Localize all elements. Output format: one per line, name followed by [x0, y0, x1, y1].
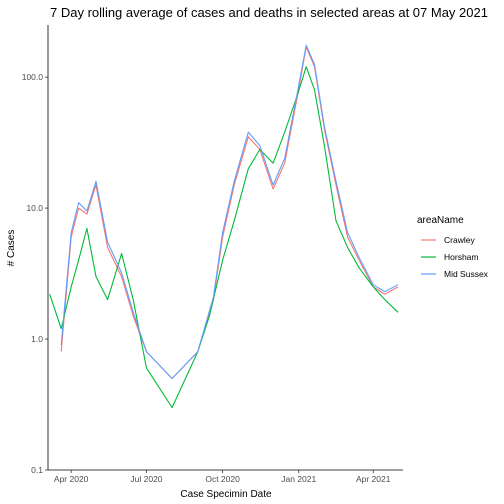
x-tick-label: Jul 2020: [130, 474, 162, 484]
plot-panel: Apr 2020 Jul 2020 Oct 2020 Jan 2021 Apr 2021…: [22, 25, 403, 484]
legend-label-horsham: Horsham: [444, 252, 478, 262]
legend-items: Crawley Horsham Mid Sussex: [421, 235, 489, 279]
series-line-horsham: [49, 66, 399, 409]
series-lines: [49, 44, 399, 409]
x-axis-title: Case Specimin Date: [180, 489, 272, 500]
legend-label-crawley: Crawley: [444, 235, 475, 245]
series-line-crawley: [60, 46, 399, 380]
legend-title: areaName: [417, 215, 464, 226]
y-tick-label: 0.1: [31, 465, 43, 475]
x-tick-label: Jan 2021: [281, 474, 316, 484]
chart-title: 7 Day rolling average of cases and death…: [50, 5, 488, 20]
x-tick-label: Oct 2020: [205, 474, 240, 484]
x-tick-label: Apr 2021: [356, 474, 391, 484]
x-ticks: Apr 2020 Jul 2020 Oct 2020 Jan 2021 Apr 2021: [54, 470, 391, 484]
legend-label-mid-sussex: Mid Sussex: [444, 269, 489, 279]
y-tick-label: 1.0: [31, 334, 43, 344]
y-ticks: 0.1 1.0 10.0 100.0: [22, 72, 48, 475]
y-axis-title: # Cases: [6, 230, 17, 267]
legend: areaName Crawley Horsham Mid Sussex: [417, 215, 489, 279]
series-line-mid-sussex: [60, 44, 399, 380]
y-tick-label: 10.0: [26, 203, 43, 213]
x-tick-label: Apr 2020: [54, 474, 89, 484]
y-tick-label: 100.0: [22, 72, 44, 82]
